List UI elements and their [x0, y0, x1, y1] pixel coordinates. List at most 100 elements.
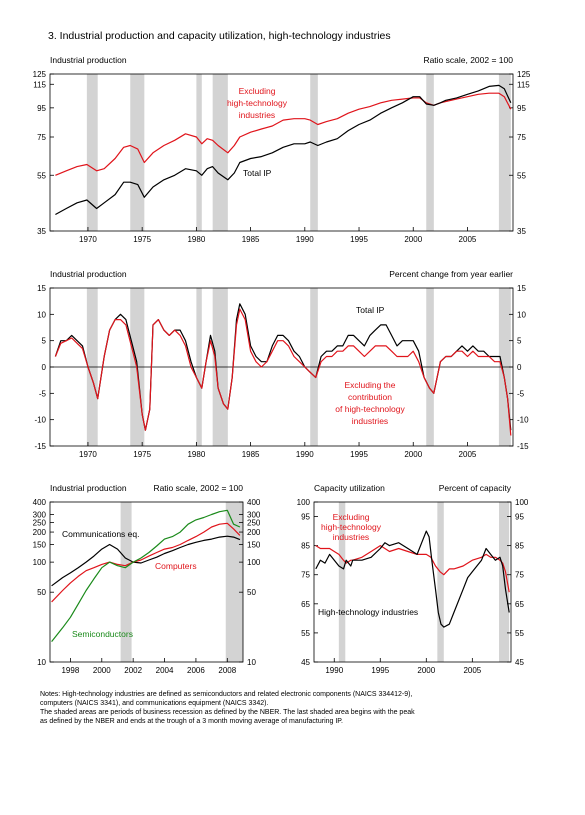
p3-ytick-label-right-400: 400 — [247, 498, 261, 507]
p2-xtick-label-2005: 2005 — [459, 450, 477, 459]
p1-ytick-label-right-125: 125 — [517, 70, 531, 79]
p1-recession-band-3 — [212, 74, 228, 231]
p1-plot-frame — [49, 73, 514, 232]
p2-series-label-1-3: industries — [352, 416, 388, 426]
p1-title-right: Ratio scale, 2002 = 100 — [423, 55, 513, 65]
p4-recession-band-5 — [437, 502, 444, 662]
p4-ytick-label-right-55: 55 — [515, 629, 524, 638]
p3-label-semi: Semiconductors — [72, 629, 133, 639]
p3-ytick-label-left-50: 50 — [37, 588, 46, 597]
p2-ytick-label-left-0: 0 — [42, 363, 47, 372]
p3-ytick-label-left-100: 100 — [33, 558, 47, 567]
p1-series-label-0-0: Excluding — [239, 86, 276, 96]
p3-series-line-2 — [51, 509, 241, 642]
p1-ytick-label-right-75: 75 — [517, 133, 526, 142]
p3-ytick-label-left-250: 250 — [33, 518, 47, 527]
p3-ytick-label-right-150: 150 — [247, 541, 261, 550]
p1-xtick-label-1985: 1985 — [242, 235, 260, 244]
p3-plot-frame — [49, 501, 244, 663]
p2-xtick-label-1970: 1970 — [79, 450, 97, 459]
p1-xtick-label-1970: 1970 — [79, 235, 97, 244]
p3-title-right: Ratio scale, 2002 = 100 — [153, 483, 243, 493]
p3-xtick-label-2008: 2008 — [218, 666, 236, 675]
p3-ytick-label-right-10: 10 — [247, 658, 256, 667]
p1-ytick-label-left-35: 35 — [37, 227, 46, 236]
p2-xtick-label-1990: 1990 — [296, 450, 314, 459]
notes-line-2: computers (NAICS 3341), and communicatio… — [40, 700, 269, 707]
p3-recession-band-6 — [225, 502, 243, 662]
p1-recession-band-6 — [498, 74, 511, 231]
p2-ytick-label-right-10: 10 — [517, 310, 526, 319]
p2-series-label-1-0: Excluding the — [344, 380, 395, 390]
p1-ytick-label-left-55: 55 — [37, 171, 46, 180]
p4-xtick-label-1995: 1995 — [371, 666, 389, 675]
p3-xtick-label-1998: 1998 — [61, 666, 79, 675]
p1-ytick-label-right-35: 35 — [517, 227, 526, 236]
p1-series-label-0-1: high-technology — [227, 98, 288, 108]
p3-xtick-label-2002: 2002 — [124, 666, 142, 675]
p2-ytick-label-right-0: 0 — [517, 363, 522, 372]
p4-ytick-label-right-65: 65 — [515, 600, 524, 609]
p4-label-hightech: High-technology industries — [318, 607, 418, 617]
p1-recession-band-2 — [196, 74, 202, 231]
p2-ytick-label-right-15: 15 — [517, 284, 526, 293]
p1-series-line-1 — [55, 84, 512, 216]
p3-xtick-label-2004: 2004 — [156, 666, 174, 675]
p2-series-label-1-2: of high-technology — [335, 404, 405, 414]
p4-title-right: Percent of capacity — [439, 483, 512, 493]
p4-series-line-1 — [315, 530, 510, 628]
p4-xtick-label-2000: 2000 — [417, 666, 435, 675]
page-title: 3. Industrial production and capacity ut… — [48, 30, 391, 42]
p4-ytick-label-right-75: 75 — [515, 571, 524, 580]
p2-label-total: Total IP — [356, 305, 385, 315]
p4-ytick-label-left-55: 55 — [301, 629, 310, 638]
p1-xtick-label-1975: 1975 — [133, 235, 151, 244]
p2-ytick-label-left--10: -10 — [34, 416, 46, 425]
notes: Notes: High-technology industries are de… — [40, 690, 520, 726]
p1-recession-band-5 — [426, 74, 434, 231]
p3-series-line-1 — [51, 522, 241, 603]
p3-ytick-label-right-50: 50 — [247, 588, 256, 597]
p4-ytick-label-right-85: 85 — [515, 542, 524, 551]
p2-ytick-label-left-15: 15 — [37, 284, 46, 293]
p1-recession-band-0 — [86, 74, 98, 231]
p4-xtick-label-1990: 1990 — [325, 666, 343, 675]
p1-ytick-label-right-95: 95 — [517, 104, 526, 113]
p4-ytick-label-right-100: 100 — [515, 498, 529, 507]
p3-ytick-label-left-300: 300 — [33, 510, 47, 519]
p1-xtick-label-1990: 1990 — [296, 235, 314, 244]
p1-xtick-label-2005: 2005 — [459, 235, 477, 244]
p2-xtick-label-1985: 1985 — [242, 450, 260, 459]
p2-xtick-label-2000: 2000 — [404, 450, 422, 459]
p2-ytick-label-left--5: -5 — [39, 389, 47, 398]
p4-series-label-0-2: industries — [333, 532, 369, 542]
p2-ytick-label-left--15: -15 — [34, 442, 46, 451]
p1-ytick-label-left-115: 115 — [33, 80, 46, 89]
p3-ytick-label-right-300: 300 — [247, 510, 261, 519]
p2-series-label-1-1: contribution — [348, 392, 392, 402]
p2-title-left: Industrial production — [50, 269, 127, 279]
p1-ytick-label-right-115: 115 — [517, 80, 530, 89]
p3-ytick-label-left-150: 150 — [33, 541, 47, 550]
p3-xtick-label-2006: 2006 — [187, 666, 205, 675]
p3-label-comp: Computers — [155, 561, 197, 571]
p1-recession-band-1 — [130, 74, 145, 231]
p2-ytick-label-right-5: 5 — [517, 337, 522, 346]
p4-title-left: Capacity utilization — [314, 483, 385, 493]
p1-ytick-label-right-55: 55 — [517, 171, 526, 180]
p4-ytick-label-left-95: 95 — [301, 513, 310, 522]
p2-ytick-label-right--5: -5 — [517, 389, 525, 398]
notes-line-1: Notes: High-technology industries are de… — [40, 691, 413, 698]
notes-line-3: The shaded areas are periods of business… — [40, 709, 415, 716]
p2-series-line-1 — [54, 308, 512, 436]
p2-ytick-label-left-10: 10 — [37, 310, 46, 319]
p4-ytick-label-right-45: 45 — [515, 658, 524, 667]
p4-recession-band-4 — [338, 502, 346, 662]
p3-ytick-label-left-10: 10 — [37, 658, 46, 667]
p4-ytick-label-right-95: 95 — [515, 513, 524, 522]
notes-line-4: as defined by the NBER and ends at the t… — [40, 718, 344, 725]
p3-series-line-0 — [51, 535, 241, 587]
p4-ytick-label-left-65: 65 — [301, 600, 310, 609]
p3-ytick-label-left-400: 400 — [33, 498, 47, 507]
